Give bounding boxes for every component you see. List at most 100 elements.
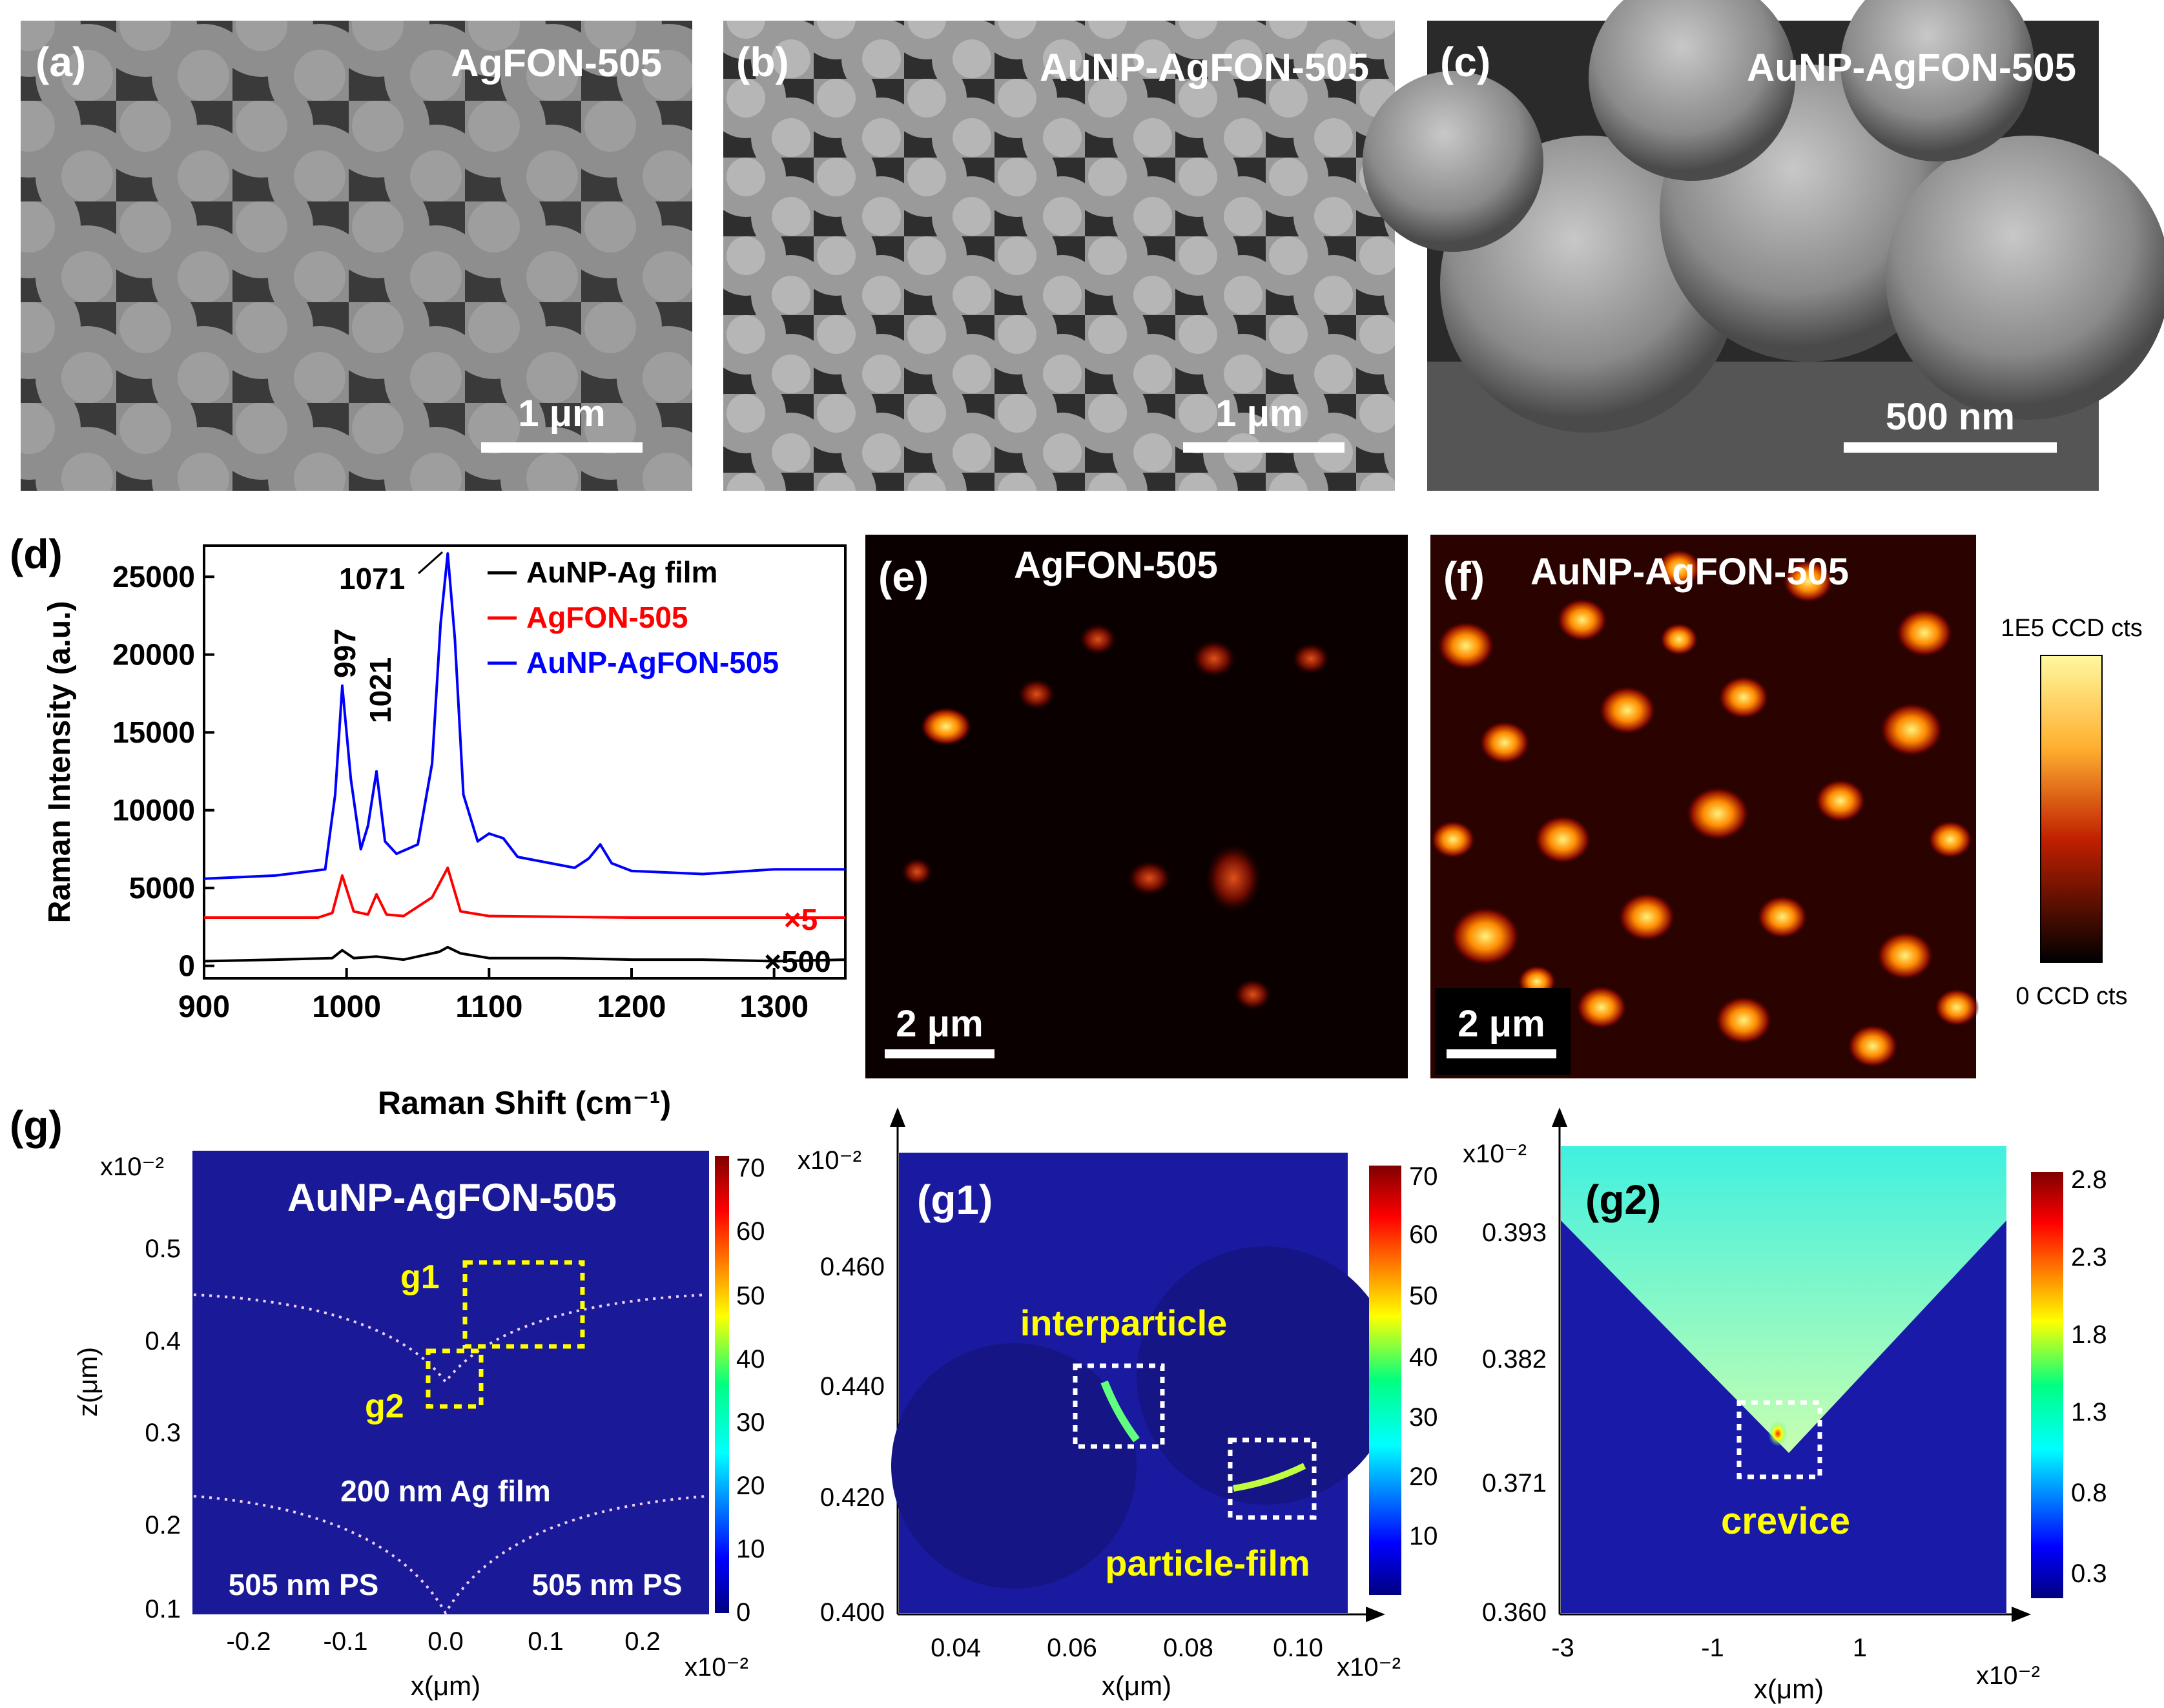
g-cbtick: 20 xyxy=(736,1472,765,1500)
g2-xtick: 1 xyxy=(1853,1634,1867,1662)
panel-g1-xticks: 0.04 0.06 0.08 0.10 xyxy=(931,1634,1323,1662)
raman-axis-ticks: 900 1000 1100 1200 1300 0 5000 10000 15000 20000 2… xyxy=(112,560,809,1024)
hotspot xyxy=(1685,786,1750,841)
panel-e-scale-bar xyxy=(885,1049,994,1058)
g2-cbtick: 0.3 xyxy=(2071,1559,2107,1588)
g-cbtick: 60 xyxy=(736,1217,765,1246)
raman-ytick-label: 15000 xyxy=(112,715,195,749)
g-ytick: 0.5 xyxy=(145,1235,181,1263)
g1-cbtick: 40 xyxy=(1409,1343,1438,1372)
hotspot xyxy=(1556,598,1608,642)
g-cbtick: 10 xyxy=(736,1535,765,1563)
peak-label-997: 997 xyxy=(328,628,362,678)
field-map-g xyxy=(192,1151,709,1614)
g-ytick: 0.2 xyxy=(145,1511,181,1539)
panel-b-letter: (b) xyxy=(736,39,789,85)
panel-f: (f) AuNP-AgFON-505 2 μm xyxy=(1430,535,1979,1078)
panel-g-xticks: -0.2 -0.1 0.0 0.1 0.2 xyxy=(227,1627,661,1656)
panel-f-scale-box xyxy=(1435,988,1571,1075)
peak-label-1021: 1021 xyxy=(364,657,397,723)
g-xtick: 0.2 xyxy=(624,1627,661,1656)
multiplier-black: ×500 xyxy=(764,945,831,978)
panel-f-title: AuNP-AgFON-505 xyxy=(1530,551,1849,593)
panel-g-colorbar xyxy=(715,1156,729,1613)
panel-f-scale-bar xyxy=(1447,1049,1556,1058)
hotspot xyxy=(1656,549,1702,588)
g2-xtick: -3 xyxy=(1551,1634,1574,1662)
hotspot xyxy=(1534,814,1592,865)
hotspot xyxy=(1450,906,1521,967)
panel-b-scale-label: 1 μm xyxy=(1215,393,1303,435)
panel-g1-yexp: x10⁻² xyxy=(798,1146,861,1175)
panel-g1-letter: (g1) xyxy=(917,1177,993,1223)
multiplier-red: ×5 xyxy=(784,903,818,936)
g-xtick: 0.0 xyxy=(428,1627,464,1656)
hotspot xyxy=(1660,622,1698,656)
raman-ytick-label: 5000 xyxy=(129,871,195,905)
hotspot xyxy=(1928,820,1973,859)
ccd-colorbar-bottom: 0 CCD cts xyxy=(2015,983,2127,1010)
g2-cbtick: 1.3 xyxy=(2071,1398,2107,1426)
raman-ytick-label: 25000 xyxy=(112,560,195,593)
panel-g1-xlabel: x(μm) xyxy=(1102,1671,1171,1701)
particle-film-label: particle-film xyxy=(1105,1543,1310,1583)
panel-g1-cbticks: 70 60 50 40 30 20 10 xyxy=(1409,1162,1438,1550)
panel-g-xexp: x10⁻² xyxy=(685,1653,748,1682)
g-ytick: 0.4 xyxy=(145,1327,181,1355)
raman-xtick-label: 1200 xyxy=(597,990,666,1024)
g2-cbtick: 2.3 xyxy=(2071,1243,2107,1271)
panel-g-cbticks: 70 60 50 40 30 20 10 0 xyxy=(736,1154,765,1627)
g1-xtick: 0.06 xyxy=(1047,1634,1097,1662)
hotspot xyxy=(1479,721,1530,765)
raman-legend: AuNP-Ag film AgFON-505 AuNP-AgFON-505 xyxy=(488,555,779,679)
peak-1071-pointer xyxy=(418,551,443,575)
panel-g1-colorbar xyxy=(1369,1166,1401,1595)
hotspot xyxy=(1618,892,1676,942)
panel-g-ylabel: z(μm) xyxy=(72,1347,103,1417)
panel-g: (g) g1 g2 AuNP-AgFON-505 200 nm Ag film … xyxy=(10,1102,765,1701)
crevice-box xyxy=(1736,1400,1822,1479)
panel-g2-colorbar xyxy=(2031,1172,2063,1598)
g1-ytick: 0.440 xyxy=(820,1372,885,1401)
raman-ytick-label: 20000 xyxy=(112,638,195,672)
ccd-colorbar-gradient xyxy=(2040,655,2103,963)
g-xtick: -0.2 xyxy=(227,1627,271,1656)
legend-label-2: AuNP-AgFON-505 xyxy=(526,646,779,679)
g1-xtick: 0.08 xyxy=(1163,1634,1213,1662)
g1-xtick: 0.04 xyxy=(931,1634,981,1662)
panel-g-yexp: x10⁻² xyxy=(100,1153,164,1181)
g-cbtick: 0 xyxy=(736,1598,750,1627)
raman-series-2 xyxy=(203,552,845,880)
g2-ytick: 0.371 xyxy=(1482,1469,1547,1497)
raman-xtick-label: 1100 xyxy=(455,990,522,1024)
panel-e-letter: (e) xyxy=(878,553,929,600)
g2-label: g2 xyxy=(365,1388,404,1425)
panel-g2-xexp: x10⁻² xyxy=(1976,1662,2040,1690)
panel-f-letter: (f) xyxy=(1443,553,1485,600)
g-xtick: -0.1 xyxy=(324,1627,368,1656)
panel-g1-yticks: 0.460 0.440 0.420 0.400 xyxy=(820,1253,885,1627)
g2-ytick: 0.360 xyxy=(1482,1598,1547,1627)
g1-ytick: 0.400 xyxy=(820,1598,885,1627)
raman-xtick-label: 900 xyxy=(178,990,230,1024)
panel-a-scale-bar xyxy=(481,442,643,453)
panel-g-letter: (g) xyxy=(10,1102,63,1149)
panel-b-scale-bar xyxy=(1183,442,1345,453)
panel-g2-xticks: -3 -1 1 xyxy=(1551,1634,1867,1662)
hotspot xyxy=(1895,608,1953,658)
peak-label-1071: 1071 xyxy=(339,562,405,595)
g-cbtick: 40 xyxy=(736,1345,765,1374)
crevice-hotspot xyxy=(1768,1421,1788,1446)
g2-cbtick: 2.8 xyxy=(2071,1166,2107,1194)
raman-xtick-label: 1000 xyxy=(312,990,381,1024)
g2-xtick: -1 xyxy=(1701,1634,1724,1662)
hotspot xyxy=(1876,931,1934,981)
hotspot xyxy=(1815,779,1866,823)
g-cbtick: 70 xyxy=(736,1154,765,1182)
panel-d-letter: (d) xyxy=(10,531,63,577)
hotspot xyxy=(1437,621,1495,671)
sem-image-b xyxy=(723,21,1395,491)
panel-c-scale-bar xyxy=(1844,442,2057,453)
panel-e: (e) AgFON-505 2 μm xyxy=(865,535,1408,1078)
g1-label: g1 xyxy=(400,1259,440,1296)
